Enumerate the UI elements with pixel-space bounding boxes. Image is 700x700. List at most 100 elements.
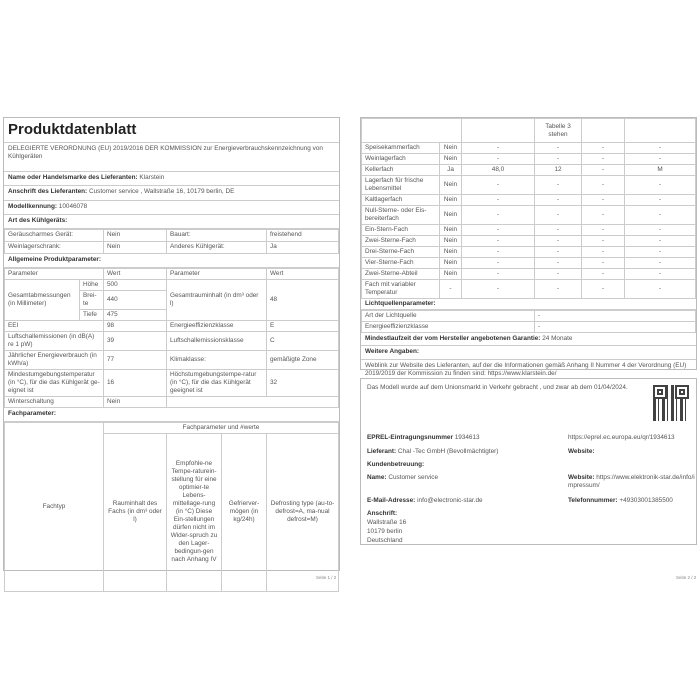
table-row: Weinlagerschrank: Nein Anderes Kühlgerät: J… (4, 240, 339, 254)
general-heading: Allgemeine Produktparameter: (4, 254, 339, 268)
col-temperature: Empfohle-ne Tempe-raturein-stellung für … (166, 432, 222, 592)
table-cell: Nein (103, 228, 167, 242)
table-cell: - (581, 257, 625, 269)
name-label: Name: (367, 474, 387, 481)
phone-label: Telefonnummer: (568, 497, 618, 504)
table-cell: - (461, 235, 535, 247)
table-cell: - (461, 175, 535, 195)
table-cell: - (461, 142, 535, 154)
qr-code-icon[interactable] (653, 385, 689, 421)
table-cell: Geräuscharmes Gerät: (4, 228, 104, 242)
table-cell: - (461, 257, 535, 269)
table-cell: Ja (439, 164, 462, 176)
col-fachtyp: Fachtyp (4, 421, 104, 592)
col-volume: Rauminhalt des Fachs (in dm³ oder l) (103, 432, 167, 592)
table-row: Kaltlagerfach Nein - - - - (361, 194, 696, 206)
more-heading: Weitere Angaben: (361, 346, 696, 360)
table-row: Luftschallemissionen (in dB(A) re 1 pW) 3… (4, 330, 339, 351)
table-cell: Kaltlagerfach (361, 194, 440, 206)
table-cell: - (624, 279, 696, 299)
table-cell: - (624, 268, 696, 280)
eprel-box: Das Modell wurde auf dem Unionsmarkt in … (360, 378, 697, 545)
table-cell: E (266, 319, 339, 332)
col-value: Wert (103, 267, 167, 280)
support-name: Customer service (388, 474, 439, 481)
warranty-label: Mindestlaufzeit der vom Hersteller angeb… (365, 335, 541, 342)
dim-value: 500 (103, 278, 167, 291)
table-cell: - (461, 153, 535, 165)
table-cell: - (534, 142, 582, 154)
table-cell: freistehend (266, 228, 339, 242)
table-cell: - (624, 257, 696, 269)
table-cell: Nein (439, 268, 462, 280)
table-cell: - (624, 246, 696, 258)
support-label: Kundenbetreuung: (367, 461, 425, 468)
table-cell: Drei-Sterne-Fach (361, 246, 440, 258)
page-footer: Seite 2 / 2 (676, 575, 697, 580)
table-cell: EEI (4, 319, 104, 332)
light-value: - (534, 310, 696, 322)
compartment-header-table: Fachtyp Fachparameter und #werte Rauminha… (4, 421, 339, 592)
col-param: Parameter (166, 267, 267, 280)
table-cell: Lagerfach für frische Lebensmittel (361, 175, 440, 195)
table-row: Zwei-Sterne-Fach Nein - - - - (361, 235, 696, 247)
supplier-address-label: Anschrift des Lieferanten: (8, 187, 88, 195)
website-link[interactable]: https://www.elektronik-star.de/info/impr… (568, 474, 695, 489)
table-cell: Nein (103, 240, 167, 254)
table-row: Geräuscharmes Gerät: Nein Bauart: freistehe… (4, 228, 339, 242)
supplier: Chal -Tec GmbH (Bevollmächtigter) (397, 448, 499, 455)
table-row: Zwei-Sterne-Abteil Nein - - - - (361, 268, 696, 280)
table-cell: - (461, 246, 535, 258)
compartment-heading: Fachparameter: (4, 408, 339, 422)
table-cell: - (581, 246, 625, 258)
table-cell: M (624, 164, 696, 176)
address-line: Wallstraße 16 (367, 518, 407, 526)
website-label: Website: (568, 448, 595, 455)
website2-label: Website: (568, 474, 595, 481)
table-row: Drei-Sterne-Fach Nein - - - - (361, 246, 696, 258)
table-cell: - (534, 268, 582, 280)
table-cell: Höchstumgebungstempe-ratur (in °C), für … (166, 368, 267, 397)
table-cell: Mindestumgebungstemperatur (in °C), für … (4, 368, 104, 397)
warranty-value: 24 Monate (542, 335, 573, 342)
email-link[interactable]: info@electronic-star.de (417, 497, 483, 504)
table-cell: - (581, 279, 625, 299)
model-id: 10046078 (58, 202, 88, 210)
general-table: Parameter Wert Parameter Wert Gesamtabmessu… (4, 267, 339, 408)
col-defrost: Defrosting type (au-to-defrost=A, ma-nua… (266, 432, 339, 592)
table-cell: Anderes Kühlgerät: (166, 240, 267, 254)
model-label: Modellkennung: (8, 202, 57, 210)
table-cell: - (581, 268, 625, 280)
table-cell: - (624, 224, 696, 236)
table-cell: 48,0 (461, 164, 535, 176)
eprel-link[interactable]: https://eprel.ec.europa.eu/qr/1934613 (568, 434, 675, 441)
phone: +49303001385500 (619, 497, 673, 504)
table-row: Weinlagerfach Nein - - - - (361, 153, 696, 165)
top-cell: Tabelle 3 stehen (534, 118, 582, 143)
weblink-text: Weblink zur Website des Lieferanten, auf… (365, 362, 687, 377)
table-cell: - (534, 279, 582, 299)
light-label: Art der Lichtquelle (361, 310, 535, 322)
table-cell: Klimaklasse: (166, 349, 267, 370)
table-cell: - (624, 153, 696, 165)
regulation-text: DELEGIERTE VERORDNUNG (EU) 2019/2016 DER… (4, 143, 339, 172)
table-cell: Luftschallemissionen (in dB(A) re 1 pW) (4, 330, 104, 351)
table-cell: - (439, 279, 462, 299)
email-label: E-Mail-Adresse: (367, 497, 416, 504)
table-row: EEI 98 Energieeffizienzklasse E (4, 319, 339, 332)
address-label: Anschrift: (367, 510, 398, 517)
table-cell: Ja (266, 240, 339, 254)
weblink[interactable]: https://www.klarstein.de/ (487, 370, 557, 377)
table-cell: - (461, 205, 535, 225)
table-cell: Zwei-Sterne-Abteil (361, 268, 440, 280)
table-row: Jährlicher Energieverbrauch (in kWh/a) 77… (4, 349, 339, 370)
table-cell: Zwei-Sterne-Fach (361, 235, 440, 247)
type-table: Geräuscharmes Gerät: Nein Bauart: freistehe… (4, 228, 339, 254)
table-cell: Nein (439, 153, 462, 165)
table-cell: - (624, 194, 696, 206)
table-row: Null-Sterne- oder Eis-bereiterfach Nein - -… (361, 205, 696, 225)
table-cell: - (581, 205, 625, 225)
table-cell: - (534, 194, 582, 206)
table-cell: Weinlagerschrank: (4, 240, 104, 254)
dim-label: Tiefe (79, 308, 104, 321)
